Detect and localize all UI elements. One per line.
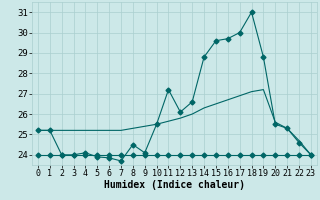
X-axis label: Humidex (Indice chaleur): Humidex (Indice chaleur)	[104, 180, 245, 190]
